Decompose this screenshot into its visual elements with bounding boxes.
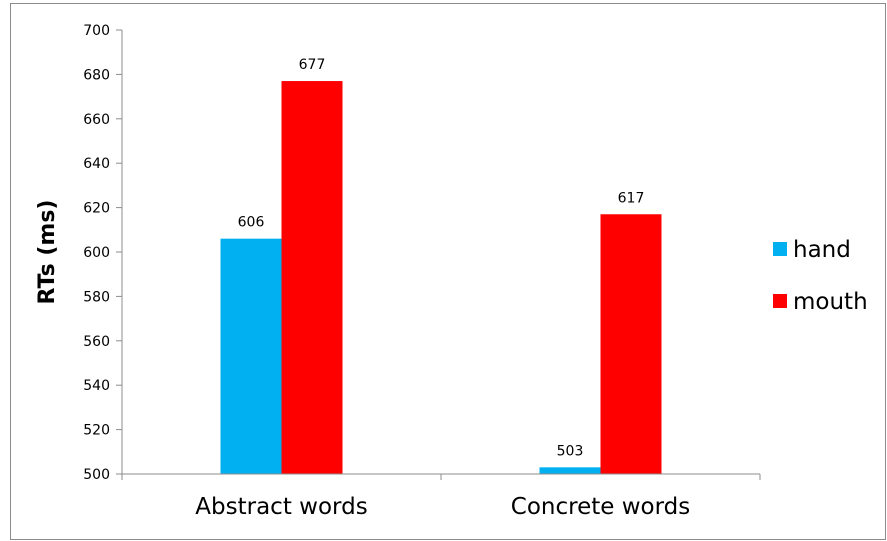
chart-frame — [10, 3, 886, 540]
y-tick-label: 520 — [83, 423, 110, 439]
data-label-mouth-0: 677 — [299, 57, 326, 73]
bar-mouth-abstract — [281, 81, 343, 474]
bars — [220, 81, 662, 474]
y-tick-label: 680 — [83, 67, 110, 83]
y-tick-label: 620 — [83, 201, 110, 217]
y-tick-label: 600 — [83, 245, 110, 261]
y-tick-label: 660 — [83, 112, 110, 128]
y-tick-label: 500 — [83, 467, 110, 483]
legend-label-hand: hand — [793, 237, 851, 263]
category-label: Concrete words — [511, 494, 690, 520]
y-tick-label: 700 — [83, 23, 110, 39]
bar-hand-abstract — [220, 238, 282, 474]
legend-swatch-hand — [773, 242, 787, 256]
data-label-mouth-1: 617 — [618, 190, 645, 206]
bar-mouth-concrete — [600, 214, 662, 474]
y-axis: 500 520 540 560 580 600 620 640 660 680 700 — [83, 23, 123, 483]
y-tick-label: 580 — [83, 289, 110, 305]
data-label-hand-1: 503 — [557, 443, 584, 459]
category-label: Abstract words — [195, 494, 367, 520]
bar-hand-concrete — [539, 467, 601, 474]
legend: hand mouth — [773, 237, 868, 315]
data-labels: 606 677 503 617 — [238, 57, 645, 459]
data-label-hand-0: 606 — [238, 215, 265, 231]
legend-label-mouth: mouth — [793, 289, 868, 315]
y-tick-label: 560 — [83, 334, 110, 350]
x-axis: Abstract words Concrete words — [121, 473, 761, 520]
y-tick-label: 640 — [83, 156, 110, 172]
y-tick-label: 540 — [83, 378, 110, 394]
legend-swatch-mouth — [773, 294, 787, 308]
y-axis-title: RTs (ms) — [35, 200, 60, 305]
